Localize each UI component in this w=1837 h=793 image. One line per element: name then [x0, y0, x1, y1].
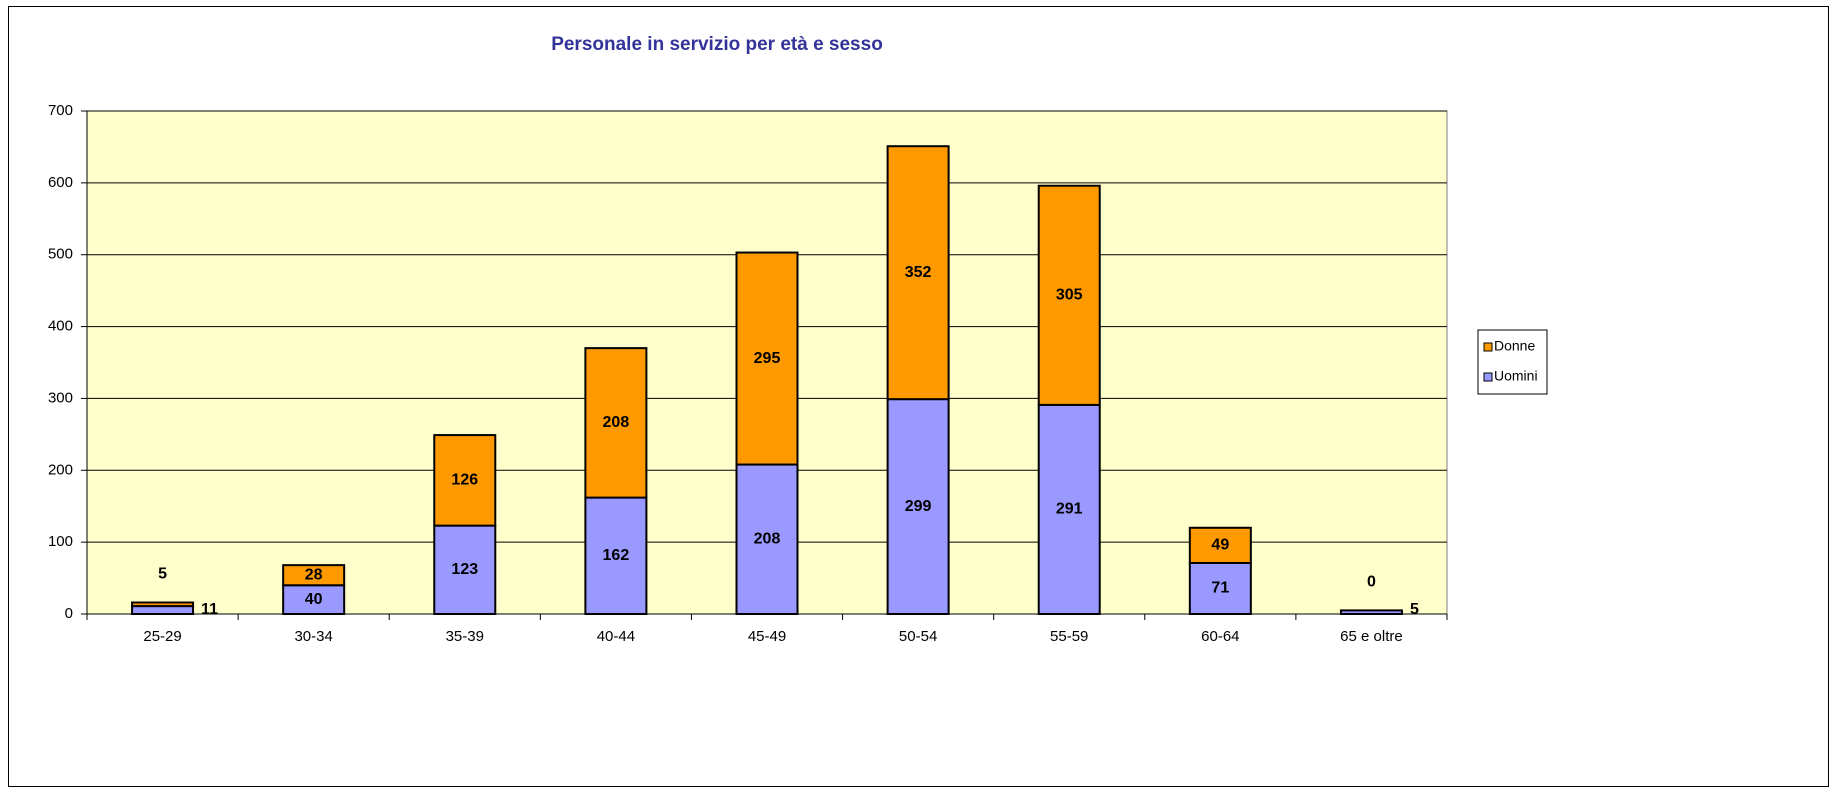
- data-label: 5: [1410, 601, 1419, 618]
- y-tick-label: 400: [48, 318, 73, 335]
- data-label: 71: [1211, 580, 1229, 597]
- data-label: 126: [451, 472, 478, 489]
- bar-segment: [886, 145, 950, 401]
- y-tick-label: 300: [48, 389, 73, 406]
- data-label: 11: [201, 601, 218, 618]
- x-tick-label: 25-29: [143, 628, 181, 645]
- x-tick-label: 30-34: [294, 628, 332, 645]
- data-label: 5: [158, 566, 167, 583]
- bar-segment: [282, 584, 346, 615]
- bar-segment: [584, 347, 648, 499]
- bar-segment: [131, 605, 195, 615]
- bar-segment: [1188, 526, 1252, 564]
- bar-segment: [735, 251, 799, 466]
- data-label: 299: [905, 498, 932, 515]
- x-tick-label: 35-39: [446, 628, 484, 645]
- legend-swatch: [1483, 372, 1493, 382]
- y-tick-label: 500: [48, 246, 73, 263]
- y-tick-label: 0: [65, 605, 73, 622]
- x-tick-label: 65 e oltre: [1340, 628, 1403, 645]
- bar-segment: [886, 398, 950, 616]
- data-label: 208: [754, 530, 781, 547]
- data-label: 305: [1056, 287, 1083, 304]
- data-label: 40: [305, 591, 323, 608]
- legend-box: [1477, 329, 1548, 395]
- data-label: 28: [305, 566, 323, 583]
- bar-segment: [282, 564, 346, 587]
- data-label: 162: [603, 547, 630, 564]
- data-label: 295: [754, 350, 781, 367]
- y-tick-label: 700: [48, 102, 73, 119]
- bar-segment: [1037, 403, 1101, 615]
- bar-segment: [433, 434, 497, 527]
- data-label: 0: [1367, 574, 1376, 591]
- x-tick-label: 45-49: [748, 628, 786, 645]
- bar-segment: [131, 601, 195, 608]
- data-label: 208: [603, 414, 630, 431]
- legend-label: Uomini: [1494, 368, 1538, 384]
- chart-title: Personale in servizio per età e sesso: [551, 34, 883, 55]
- y-tick-label: 200: [48, 461, 73, 478]
- x-tick-label: 55-59: [1050, 628, 1088, 645]
- legend-label: Donne: [1494, 338, 1535, 354]
- x-tick-label: 40-44: [597, 628, 635, 645]
- y-tick-label: 600: [48, 174, 73, 191]
- bar-segment: [1339, 609, 1403, 616]
- x-tick-label: 50-54: [899, 628, 937, 645]
- data-label: 123: [451, 561, 478, 578]
- data-label: 291: [1056, 501, 1083, 518]
- x-tick-label: 60-64: [1201, 628, 1239, 645]
- data-label: 49: [1211, 537, 1229, 554]
- y-tick-label: 100: [48, 533, 73, 550]
- legend-swatch: [1483, 342, 1493, 352]
- bar-segment: [584, 496, 648, 615]
- data-label: 352: [905, 264, 932, 281]
- bar-segment: [1037, 184, 1101, 406]
